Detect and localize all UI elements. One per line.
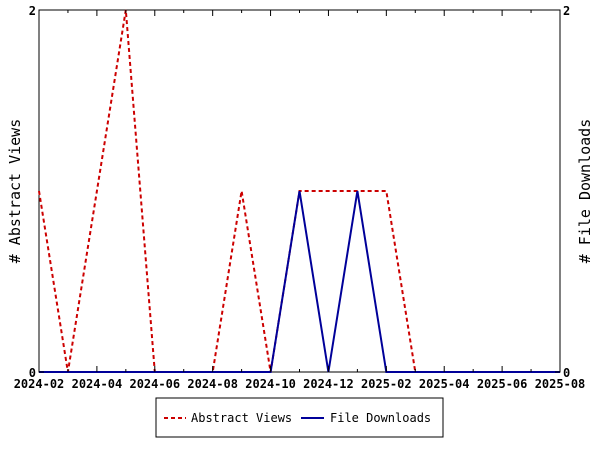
x-tick-label: 2024-02 [14,377,65,391]
x-tick-label: 2024-04 [72,377,123,391]
x-axis: 2024-02 2024-04 2024-06 2024-08 2024-10 2024-… [14,10,586,391]
x-tick-label: 2024-10 [245,377,296,391]
legend: Abstract Views File Downloads [155,397,444,438]
legend-label-abstract-views: Abstract Views [191,411,292,425]
x-tick-label: 2024-06 [129,377,180,391]
y-axis-right-label: # File Downloads [576,119,594,264]
y-right-tick-label: 0 [563,366,570,380]
legend-label-file-downloads: File Downloads [330,411,431,425]
y-left-tick-label: 0 [29,366,36,380]
x-tick-label: 2025-04 [419,377,470,391]
x-tick-label: 2025-02 [361,377,412,391]
y-left-tick-label: 2 [29,4,36,18]
x-tick-label: 2024-12 [303,377,354,391]
x-tick-label: 2024-08 [187,377,238,391]
x-tick-label: 2025-06 [477,377,528,391]
y-axis-left-label: # Abstract Views [6,119,24,264]
y-axes: 0 0 2 2 [29,4,570,380]
y-right-tick-label: 2 [563,4,570,18]
x-tick-label: 2025-08 [535,377,586,391]
legend-box [155,397,444,438]
